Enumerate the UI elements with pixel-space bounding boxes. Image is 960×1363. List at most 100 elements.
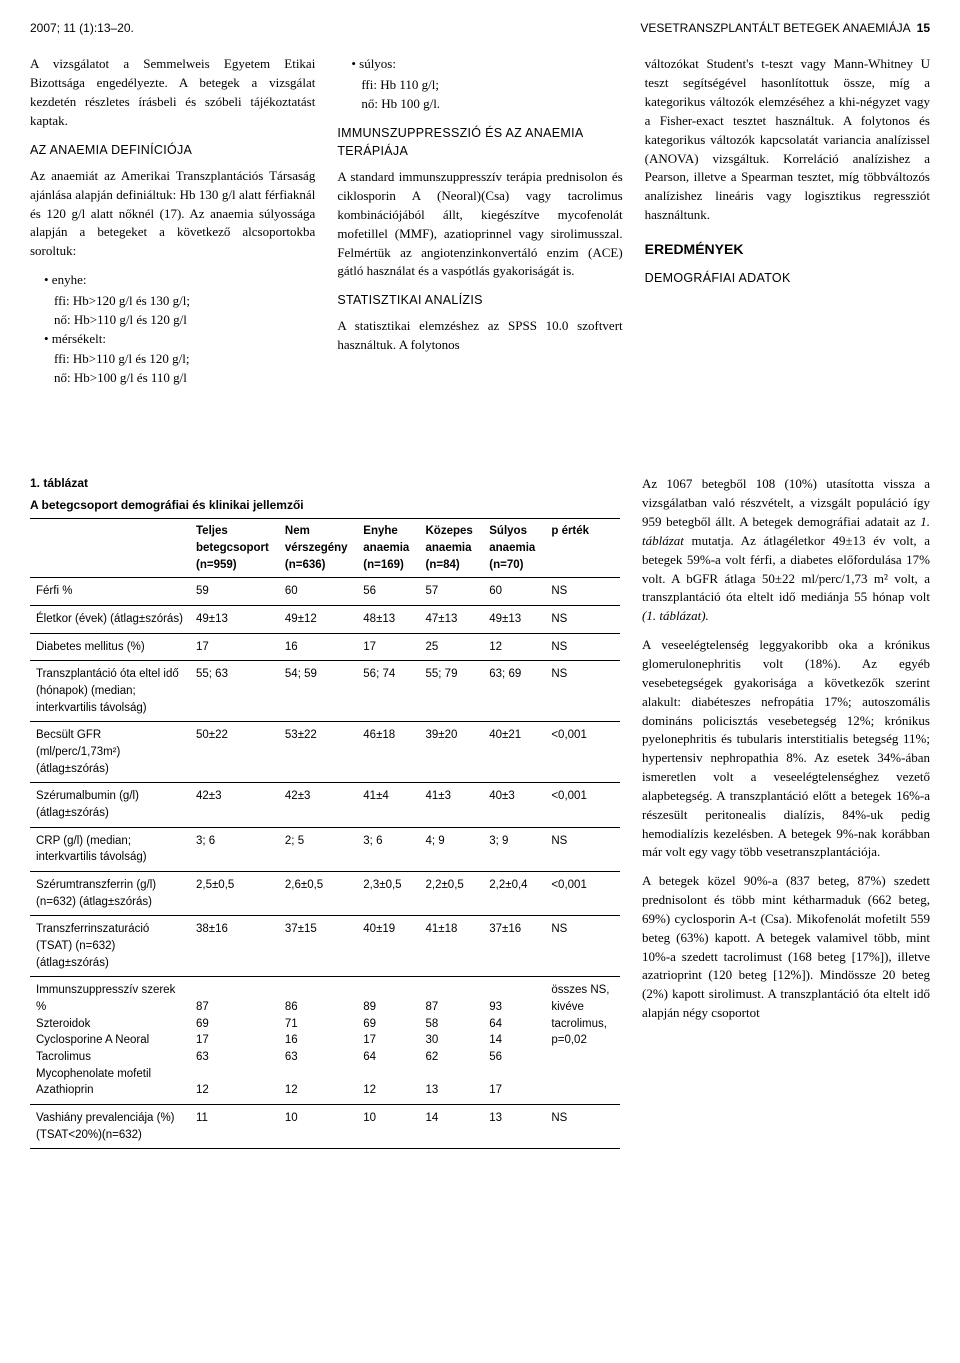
data-cell: 16 <box>279 633 357 661</box>
data-cell: 3; 6 <box>357 827 419 871</box>
immun-para: A standard immunszuppresszív terápia pre… <box>337 168 622 281</box>
demog-para-3: A betegek közel 90%-a (837 beteg, 87%) s… <box>642 872 930 1023</box>
data-cell: 41±4 <box>357 783 419 827</box>
row-label-cell: Szérumalbumin (g/l) (átlag±szórás) <box>30 783 190 827</box>
row-label-cell: Vashiány prevalenciája (%) (TSAT<20%)(n=… <box>30 1104 190 1148</box>
data-cell: 12 <box>483 633 545 661</box>
table-title: A betegcsoport demográfiai és klinikai j… <box>30 497 620 514</box>
table-row: Életkor (évek) (átlag±szórás)49±1349±124… <box>30 605 620 633</box>
data-cell: 37±16 <box>483 916 545 977</box>
table-number: 1. táblázat <box>30 475 620 492</box>
data-cell: 13 <box>483 1104 545 1148</box>
heading-eredmenyek: EREDMÉNYEK <box>645 239 930 259</box>
data-cell: 2,2±0,4 <box>483 871 545 915</box>
data-cell: 86 71 16 63 12 <box>279 977 357 1105</box>
data-cell: 40±19 <box>357 916 419 977</box>
data-cell: 48±13 <box>357 605 419 633</box>
bullet-mersekelt: • mérsékelt: <box>44 330 315 349</box>
table-body: Férfi %5960565760NSÉletkor (évek) (átlag… <box>30 578 620 1149</box>
data-cell: NS <box>545 827 620 871</box>
table-header-cell: Enyhe anaemia (n=169) <box>357 519 419 578</box>
data-cell: 2,5±0,5 <box>190 871 279 915</box>
demographics-table: Teljes betegcsoport (n=959)Nem vérszegén… <box>30 518 620 1149</box>
stat-para: A statisztikai elemzéshez az SPSS 10.0 s… <box>337 317 622 355</box>
data-cell: 40±3 <box>483 783 545 827</box>
data-cell: 59 <box>190 578 279 606</box>
data-cell: 10 <box>357 1104 419 1148</box>
table-header-row: Teljes betegcsoport (n=959)Nem vérszegén… <box>30 519 620 578</box>
data-cell: 50±22 <box>190 722 279 783</box>
page-number: 15 <box>917 21 930 35</box>
data-cell: 56; 74 <box>357 661 419 722</box>
data-cell: 63; 69 <box>483 661 545 722</box>
table-row: Transzplantáció óta eltel idő (hónapok) … <box>30 661 620 722</box>
row-label-cell: Férfi % <box>30 578 190 606</box>
data-cell: 4; 9 <box>420 827 484 871</box>
data-cell: 40±21 <box>483 722 545 783</box>
data-cell: 11 <box>190 1104 279 1148</box>
heading-immun: IMMUNSZUPPRESSZIÓ ÉS AZ ANAEMIA TERÁPIÁJ… <box>337 124 622 160</box>
table-row: Becsült GFR (ml/perc/1,73m²) (átlag±szór… <box>30 722 620 783</box>
table-header-cell <box>30 519 190 578</box>
data-cell: 55; 63 <box>190 661 279 722</box>
table-row: Szérumtranszferrin (g/l) (n=632) (átlag±… <box>30 871 620 915</box>
page-header: 2007; 11 (1):13–20. VESETRANSZPLANTÁLT B… <box>30 20 930 37</box>
table-header-cell: Súlyos anaemia (n=70) <box>483 519 545 578</box>
def-para: Az anaemiát az Amerikai Transzplantációs… <box>30 167 315 261</box>
data-cell: 17 <box>190 633 279 661</box>
data-cell: 14 <box>420 1104 484 1148</box>
row-label-cell: CRP (g/l) (median; interkvartilis távols… <box>30 827 190 871</box>
data-cell: NS <box>545 633 620 661</box>
data-cell: NS <box>545 605 620 633</box>
table-row: Szérumalbumin (g/l) (átlag±szórás)42±342… <box>30 783 620 827</box>
data-cell: 49±13 <box>483 605 545 633</box>
header-left: 2007; 11 (1):13–20. <box>30 20 134 37</box>
data-cell: <0,001 <box>545 722 620 783</box>
three-column-body: A vizsgálatot a Semmelweis Egyetem Etika… <box>30 55 930 475</box>
table-row: Diabetes mellitus (%)1716172512NS <box>30 633 620 661</box>
table-row: Transzferrinszaturáció (TSAT) (n=632) (á… <box>30 916 620 977</box>
data-cell: 38±16 <box>190 916 279 977</box>
data-cell: NS <box>545 661 620 722</box>
bullet-sulyos: • súlyos: <box>351 55 622 74</box>
data-cell: 37±15 <box>279 916 357 977</box>
data-cell: 25 <box>420 633 484 661</box>
data-cell: 46±18 <box>357 722 419 783</box>
table-block: 1. táblázat A betegcsoport demográfiai é… <box>30 475 620 1149</box>
table-row: CRP (g/l) (median; interkvartilis távols… <box>30 827 620 871</box>
data-cell: 3; 6 <box>190 827 279 871</box>
bullet-enyhe-ffi: ffi: Hb>120 g/l és 130 g/l; <box>54 292 315 311</box>
data-cell: 3; 9 <box>483 827 545 871</box>
data-cell: 2; 5 <box>279 827 357 871</box>
data-cell: 2,3±0,5 <box>357 871 419 915</box>
bullet-mersekelt-no: nő: Hb>100 g/l és 110 g/l <box>54 369 315 388</box>
data-cell: 41±3 <box>420 783 484 827</box>
row-label-cell: Szérumtranszferrin (g/l) (n=632) (átlag±… <box>30 871 190 915</box>
data-cell: 60 <box>279 578 357 606</box>
data-cell: NS <box>545 578 620 606</box>
intro-para: A vizsgálatot a Semmelweis Egyetem Etika… <box>30 55 315 130</box>
row-label-cell: Becsült GFR (ml/perc/1,73m²) (átlag±szór… <box>30 722 190 783</box>
bullet-sulyos-ffi: ffi: Hb 110 g/l; <box>361 76 622 95</box>
data-cell: 54; 59 <box>279 661 357 722</box>
data-cell: 57 <box>420 578 484 606</box>
data-cell: 49±13 <box>190 605 279 633</box>
data-cell: <0,001 <box>545 871 620 915</box>
data-cell: 87 58 30 62 13 <box>420 977 484 1105</box>
data-cell: 2,6±0,5 <box>279 871 357 915</box>
data-cell: összes NS, kivéve tacrolimus, p=0,02 <box>545 977 620 1105</box>
bullet-enyhe: • enyhe: <box>44 271 315 290</box>
data-cell: NS <box>545 1104 620 1148</box>
table-header-cell: Közepes anaemia (n=84) <box>420 519 484 578</box>
demog-para-2: A veseelégtelenség leggyakoribb oka a kr… <box>642 636 930 862</box>
data-cell: 49±12 <box>279 605 357 633</box>
stat-cont-para: változókat Student's t-teszt vagy Mann-W… <box>645 55 930 225</box>
data-cell: 2,2±0,5 <box>420 871 484 915</box>
demog-para-1: Az 1067 betegből 108 (10%) utasította vi… <box>642 475 930 626</box>
bullet-enyhe-no: nő: Hb>110 g/l és 120 g/l <box>54 311 315 330</box>
heading-anaemia-def: AZ ANAEMIA DEFINÍCIÓJA <box>30 141 315 159</box>
data-cell: <0,001 <box>545 783 620 827</box>
data-cell: 53±22 <box>279 722 357 783</box>
heading-demografiai: DEMOGRÁFIAI ADATOK <box>645 269 930 287</box>
row-label-cell: Diabetes mellitus (%) <box>30 633 190 661</box>
